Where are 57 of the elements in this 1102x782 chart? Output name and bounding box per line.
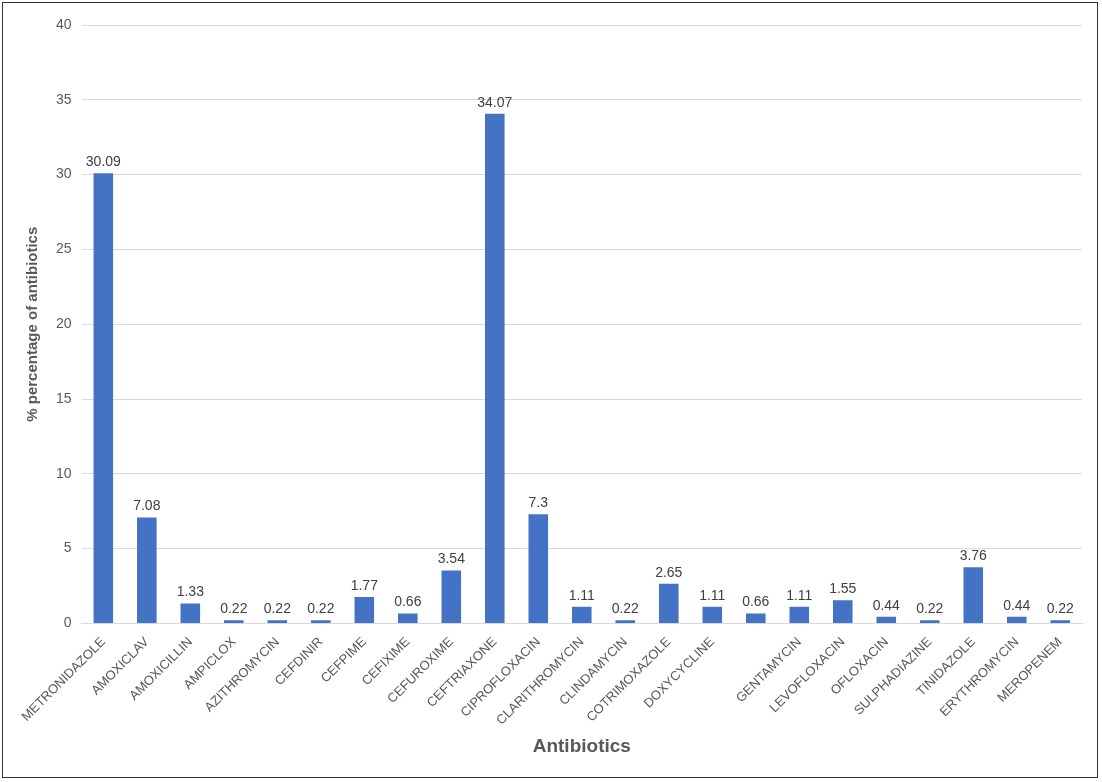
y-tick-label: 20: [55, 315, 72, 332]
data-label: 30.09: [85, 153, 122, 170]
data-label: 0.22: [220, 600, 248, 616]
data-label: 0.66: [394, 593, 422, 610]
y-tick-label: 15: [55, 389, 72, 406]
bar: [180, 603, 201, 623]
y-tick-label: 35: [55, 90, 72, 107]
bar: [832, 600, 853, 623]
y-tick-label: 25: [55, 240, 72, 257]
bar: [745, 613, 766, 623]
data-label: 0.44: [872, 596, 901, 613]
data-label: 0.22: [263, 600, 292, 616]
y-tick-label: 10: [55, 464, 72, 481]
bar: [658, 583, 679, 623]
data-label: 3.76: [959, 547, 988, 564]
bar: [963, 567, 984, 623]
bar: [267, 620, 288, 623]
bar: [702, 606, 723, 623]
bar: [224, 620, 244, 623]
data-label: 1.11: [786, 586, 813, 603]
x-axis-title: Antibiotics: [532, 734, 631, 756]
bar: [876, 616, 897, 623]
data-label: 0.22: [307, 600, 335, 616]
bar: [354, 596, 375, 623]
bar: [572, 606, 592, 623]
y-tick-label: 30: [55, 165, 72, 182]
data-label: 2.65: [655, 563, 683, 580]
data-label: 1.77: [350, 576, 379, 593]
data-label: 0.22: [916, 600, 944, 616]
bar: [93, 173, 114, 623]
bar: [615, 620, 636, 623]
bar: [789, 606, 810, 623]
data-label: 7.08: [133, 497, 161, 514]
data-label: 34.07: [477, 93, 513, 110]
data-label: 3.54: [437, 550, 466, 567]
bar: [485, 113, 505, 623]
bar: [441, 570, 462, 623]
bar: [137, 517, 157, 623]
data-label: 1.33: [176, 583, 205, 600]
data-label: 7.3: [528, 494, 549, 511]
bar: [1050, 620, 1071, 623]
bar: [528, 514, 549, 623]
data-label: 1.11: [568, 586, 596, 603]
bar: [311, 620, 331, 623]
data-label: 1.55: [829, 580, 857, 597]
data-label: 0.44: [1003, 596, 1031, 613]
bar: [919, 620, 940, 623]
y-tick-label: 5: [63, 539, 72, 556]
data-label: 0.22: [611, 600, 640, 616]
data-label: 0.66: [742, 593, 770, 610]
bar: [1006, 616, 1027, 623]
y-axis-title: % percentage of antibiotics: [23, 226, 41, 422]
y-tick-label: 0: [63, 614, 72, 631]
bar: [398, 613, 418, 623]
y-tick-label: 40: [55, 15, 72, 32]
data-label: 0.22: [1046, 600, 1075, 616]
data-label: 1.11: [699, 586, 726, 603]
